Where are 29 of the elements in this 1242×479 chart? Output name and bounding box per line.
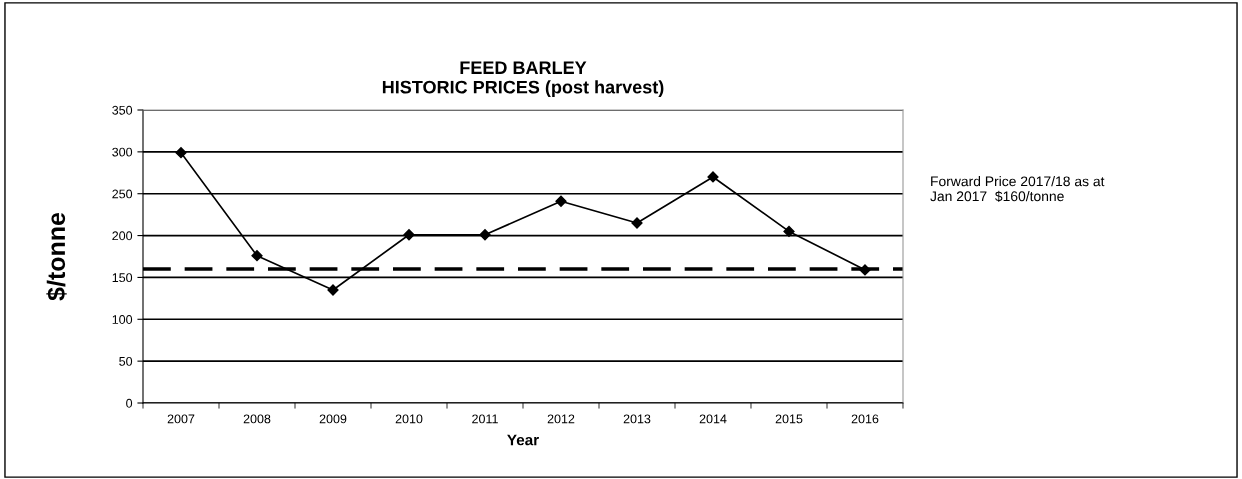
x-axis-title: Year (507, 434, 539, 446)
x-tick-label: 2009 (319, 414, 347, 424)
x-tick-label: 2010 (395, 414, 423, 424)
x-tick-label: 2015 (775, 414, 803, 424)
y-tick-label: 100 (112, 315, 133, 324)
x-tick-label: 2011 (472, 414, 498, 424)
y-tick-label: 0 (126, 398, 133, 408)
x-tick-label: 2008 (243, 414, 271, 424)
chart-title: FEED BARLEY HISTORIC PRICES (post harvest) (382, 61, 664, 98)
y-tick-label: 150 (112, 273, 133, 283)
point (403, 229, 415, 241)
x-tick-label: 2007 (167, 414, 195, 424)
y-tick-label: 250 (112, 189, 133, 199)
y-tick-label: 350 (112, 105, 133, 115)
point (859, 264, 871, 276)
point (251, 250, 263, 262)
x-tick-label: 2013 (623, 414, 651, 424)
y-tick-label: 300 (112, 147, 133, 157)
y-tick-label: 200 (112, 231, 133, 241)
y-tick-label: 50 (119, 356, 133, 366)
y-axis-title: $/tonne (46, 212, 67, 301)
ref-line-label: Forward Price 2017/18 as at Jan 2017 $160/tonne (930, 176, 1105, 203)
point (175, 147, 187, 159)
x-tick-label: 2014 (699, 414, 727, 424)
x-tick-label: 2012 (547, 414, 575, 424)
point (479, 229, 491, 241)
x-tick-label: 2016 (851, 414, 879, 424)
point (555, 195, 567, 207)
point (783, 225, 795, 237)
